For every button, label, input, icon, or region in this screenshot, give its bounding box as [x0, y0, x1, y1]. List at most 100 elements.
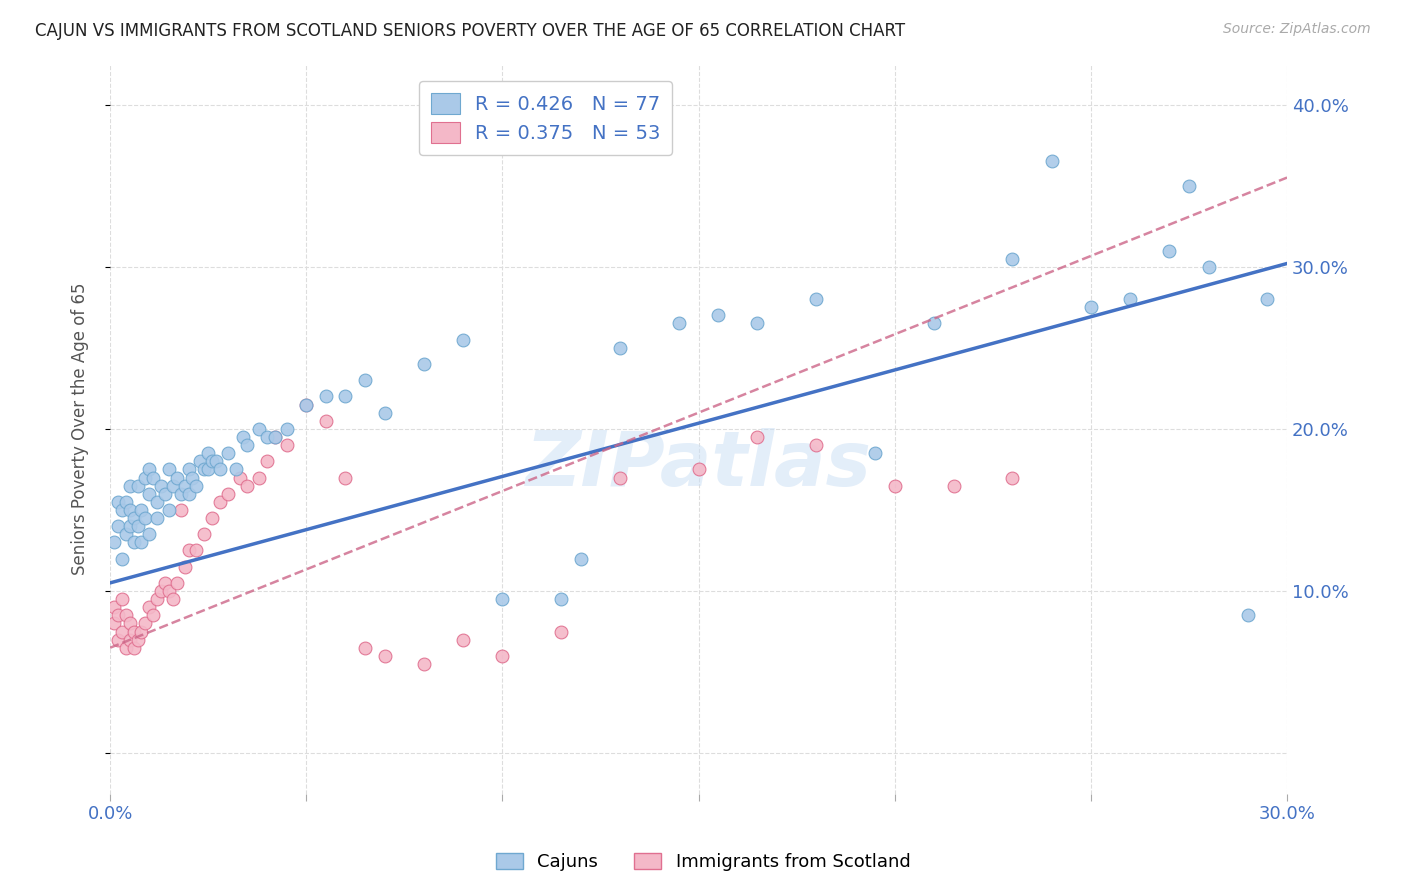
- Point: [138, 527, 160, 541]
- Point: [111, 551, 134, 566]
- Point: [150, 478, 173, 492]
- Point: [186, 478, 208, 492]
- Point: [142, 470, 165, 484]
- Point: [134, 470, 156, 484]
- Point: [153, 486, 176, 500]
- Point: [157, 503, 180, 517]
- Point: [806, 292, 828, 306]
- Point: [162, 592, 184, 607]
- Point: [295, 398, 318, 412]
- Point: [1080, 300, 1102, 314]
- Point: [335, 470, 357, 484]
- Point: [295, 398, 318, 412]
- Point: [166, 470, 188, 484]
- Point: [138, 600, 160, 615]
- Point: [747, 430, 769, 444]
- Point: [114, 608, 136, 623]
- Point: [1178, 178, 1201, 193]
- Point: [122, 624, 145, 639]
- Point: [138, 486, 160, 500]
- Point: [134, 616, 156, 631]
- Point: [550, 592, 572, 607]
- Point: [374, 648, 396, 663]
- Point: [315, 389, 337, 403]
- Point: [609, 470, 631, 484]
- Point: [276, 422, 298, 436]
- Point: [1040, 154, 1063, 169]
- Point: [107, 495, 129, 509]
- Point: [688, 462, 710, 476]
- Point: [118, 632, 141, 647]
- Point: [247, 422, 270, 436]
- Point: [111, 503, 134, 517]
- Point: [236, 478, 259, 492]
- Point: [263, 430, 285, 444]
- Point: [173, 478, 195, 492]
- Legend: R = 0.426   N = 77, R = 0.375   N = 53: R = 0.426 N = 77, R = 0.375 N = 53: [419, 81, 672, 154]
- Point: [668, 317, 690, 331]
- Point: [263, 430, 285, 444]
- Y-axis label: Seniors Poverty Over the Age of 65: Seniors Poverty Over the Age of 65: [72, 283, 89, 575]
- Point: [114, 495, 136, 509]
- Point: [413, 357, 436, 371]
- Point: [451, 333, 474, 347]
- Point: [205, 454, 228, 468]
- Point: [146, 511, 169, 525]
- Point: [247, 470, 270, 484]
- Point: [150, 584, 173, 599]
- Point: [806, 438, 828, 452]
- Point: [354, 640, 377, 655]
- Point: [208, 462, 231, 476]
- Point: [170, 486, 193, 500]
- Text: ZIPatlas: ZIPatlas: [526, 428, 872, 502]
- Point: [315, 414, 337, 428]
- Point: [1256, 292, 1278, 306]
- Point: [193, 462, 215, 476]
- Point: [201, 454, 224, 468]
- Point: [197, 462, 219, 476]
- Point: [201, 511, 224, 525]
- Point: [103, 535, 125, 549]
- Point: [942, 478, 965, 492]
- Point: [217, 486, 239, 500]
- Point: [127, 632, 149, 647]
- Point: [131, 503, 153, 517]
- Point: [569, 551, 592, 566]
- Point: [173, 559, 195, 574]
- Point: [114, 640, 136, 655]
- Point: [1159, 244, 1181, 258]
- Point: [131, 624, 153, 639]
- Point: [111, 592, 134, 607]
- Point: [177, 543, 200, 558]
- Point: [177, 462, 200, 476]
- Point: [153, 575, 176, 590]
- Point: [863, 446, 886, 460]
- Point: [922, 317, 945, 331]
- Point: [354, 373, 377, 387]
- Point: [127, 478, 149, 492]
- Point: [114, 527, 136, 541]
- Point: [103, 616, 125, 631]
- Point: [707, 309, 730, 323]
- Point: [208, 495, 231, 509]
- Point: [118, 503, 141, 517]
- Point: [1237, 608, 1260, 623]
- Point: [122, 640, 145, 655]
- Point: [609, 341, 631, 355]
- Point: [166, 575, 188, 590]
- Point: [118, 478, 141, 492]
- Point: [118, 616, 141, 631]
- Point: [747, 317, 769, 331]
- Point: [138, 462, 160, 476]
- Point: [111, 624, 134, 639]
- Point: [181, 470, 204, 484]
- Point: [107, 608, 129, 623]
- Point: [1001, 470, 1024, 484]
- Point: [107, 519, 129, 533]
- Point: [170, 503, 193, 517]
- Point: [186, 543, 208, 558]
- Point: [550, 624, 572, 639]
- Point: [256, 454, 278, 468]
- Point: [122, 511, 145, 525]
- Point: [374, 406, 396, 420]
